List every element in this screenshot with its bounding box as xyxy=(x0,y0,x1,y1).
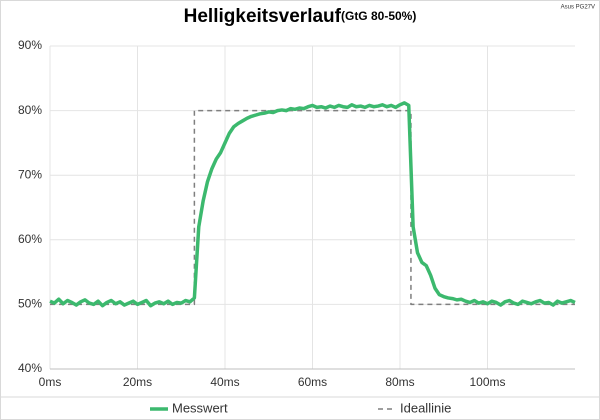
y-tick-label: 80% xyxy=(18,103,42,117)
chart-heading: Helligkeitsverlauf(GtG 80-50%) xyxy=(184,6,417,27)
chart-subtitle: (GtG 80-50%) xyxy=(341,9,416,23)
x-tick-label: 80ms xyxy=(385,375,414,389)
y-tick-label: 60% xyxy=(18,232,42,246)
y-tick-label: 40% xyxy=(18,361,42,375)
series-line xyxy=(49,101,576,308)
chart-title: Helligkeitsverlauf xyxy=(184,6,342,27)
corner-label: Asus PG27V xyxy=(561,5,595,11)
legend-label: Messwert xyxy=(172,400,228,415)
y-tick-label: 70% xyxy=(18,167,42,181)
x-tick-label: 60ms xyxy=(298,375,327,389)
y-tick-label: 90% xyxy=(18,38,42,52)
x-tick-label: 100ms xyxy=(469,375,505,389)
x-tick-label: 20ms xyxy=(123,375,152,389)
legend-label: Ideallinie xyxy=(400,400,451,415)
x-tick-label: 40ms xyxy=(210,375,239,389)
y-tick-label: 50% xyxy=(18,297,42,311)
x-tick-label: 0ms xyxy=(39,375,62,389)
